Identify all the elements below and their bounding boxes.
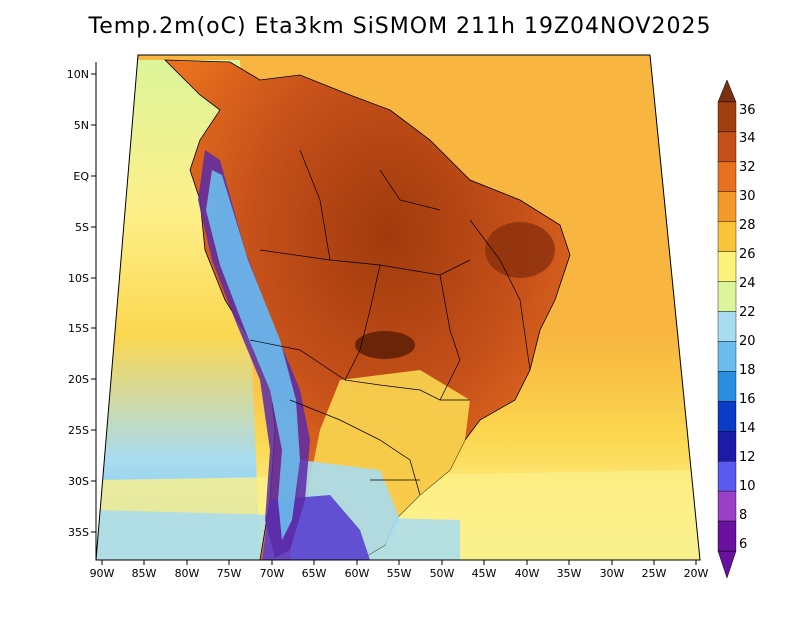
colorbar-swatch [717,371,737,402]
lat-tick-9: 35S [68,526,96,539]
colorbar-swatch [717,490,737,522]
colorbar-swatch [717,221,737,252]
colorbar-label: 20 [739,334,756,349]
colorbar-swatch [717,281,737,312]
lat-tick-5: 15S [68,322,96,335]
colorbar-swatch [717,131,737,163]
lon-label: 90W [90,567,115,580]
colorbar-bottom-arrow [717,550,737,579]
colorbar-label: 8 [739,508,747,523]
lon-label: 70W [260,567,285,580]
colorbar-swatch [717,461,737,492]
colorbar-swatch [717,101,737,133]
colorbar-swatch [717,251,737,282]
lon-tick-3: 75W [217,560,242,580]
lon-tick-12: 30W [600,560,625,580]
colorbar-legend: 36 34 32 30 28 26 24 22 20 18 16 14 12 1… [717,79,756,579]
lon-tick-0: 90W [90,560,115,580]
lon-label: 20W [684,567,709,580]
lon-label: 80W [175,567,200,580]
lat-tick-0: 10N [67,68,96,81]
lat-label: 10N [67,68,89,81]
lon-tick-2: 80W [175,560,200,580]
lat-tick-2: EQ [73,170,96,183]
lat-label: 30S [68,475,89,488]
lon-tick-4: 70W [260,560,285,580]
lon-tick-13: 25W [642,560,667,580]
colorbar-label: 12 [739,450,756,465]
colorbar-label: 28 [739,218,756,233]
latitude-axis: 10N 5N EQ 5S 10S 15S 20S 25S 30S 35S [67,68,96,539]
colorbar-label: 16 [739,392,756,407]
colorbar-swatch [717,161,737,193]
lon-label: 25W [642,567,667,580]
lon-label: 50W [430,567,455,580]
colorbar-label: 24 [739,276,756,291]
colorbar-label: 6 [739,537,747,552]
lon-tick-6: 60W [345,560,370,580]
andes-highland-strip [206,170,300,540]
lat-tick-7: 25S [68,424,96,437]
lat-tick-3: 5S [75,221,96,234]
colorbar-label: 14 [739,421,756,436]
colorbar-label: 18 [739,363,756,378]
lat-label: 20S [68,373,89,386]
lon-label: 35W [557,567,582,580]
colorbar-label: 22 [739,305,756,320]
colorbar-swatch [717,191,737,222]
lon-label: 75W [217,567,242,580]
colorbar-swatch [717,401,737,432]
hot-spot-centre-west [355,331,415,359]
map-title: Temp.2m(oC) Eta3km SiSMOM 211h 19Z04NOV2… [88,14,712,39]
colorbar-label: 10 [739,479,756,494]
lon-tick-14: 20W [684,560,709,580]
lon-tick-7: 55W [387,560,412,580]
map-domain [96,55,700,560]
colorbar-label: 36 [739,103,756,118]
colorbar-swatch [717,341,737,372]
colorbar-swatch [717,311,737,342]
lon-label: 30W [600,567,625,580]
colorbar-label: 34 [739,131,756,146]
lon-label: 45W [472,567,497,580]
colorbar-label: 26 [739,247,756,262]
colorbar-top-arrow [717,79,737,103]
lat-label: 25S [68,424,89,437]
lon-label: 55W [387,567,412,580]
colorbar-swatch [717,520,737,552]
lon-tick-9: 45W [472,560,497,580]
lat-label: EQ [73,170,89,183]
lon-label: 65W [302,567,327,580]
lat-tick-4: 10S [68,272,96,285]
colorbar-label: 30 [739,189,756,204]
lat-label: 5N [74,119,89,132]
lon-tick-11: 35W [557,560,582,580]
lat-tick-6: 20S [68,373,96,386]
lat-label: 35S [68,526,89,539]
lat-label: 5S [75,221,89,234]
hot-spot-northeast [485,222,555,278]
lat-label: 10S [68,272,89,285]
lat-label: 15S [68,322,89,335]
lon-tick-5: 65W [302,560,327,580]
lon-tick-10: 40W [515,560,540,580]
colorbar-label: 32 [739,160,756,175]
political-borders [249,149,531,496]
lat-tick-1: 5N [74,119,96,132]
lon-label: 85W [132,567,157,580]
colorbar-labels: 36 34 32 30 28 26 24 22 20 18 16 14 12 1… [739,103,756,552]
colorbar-swatch [717,431,737,462]
lon-label: 40W [515,567,540,580]
lon-tick-8: 50W [430,560,455,580]
lat-tick-8: 30S [68,475,96,488]
longitude-axis: 90W 85W 80W 75W 70W 65W 60W 55W 50W 45W … [90,560,709,580]
lon-label: 60W [345,567,370,580]
lon-tick-1: 85W [132,560,157,580]
